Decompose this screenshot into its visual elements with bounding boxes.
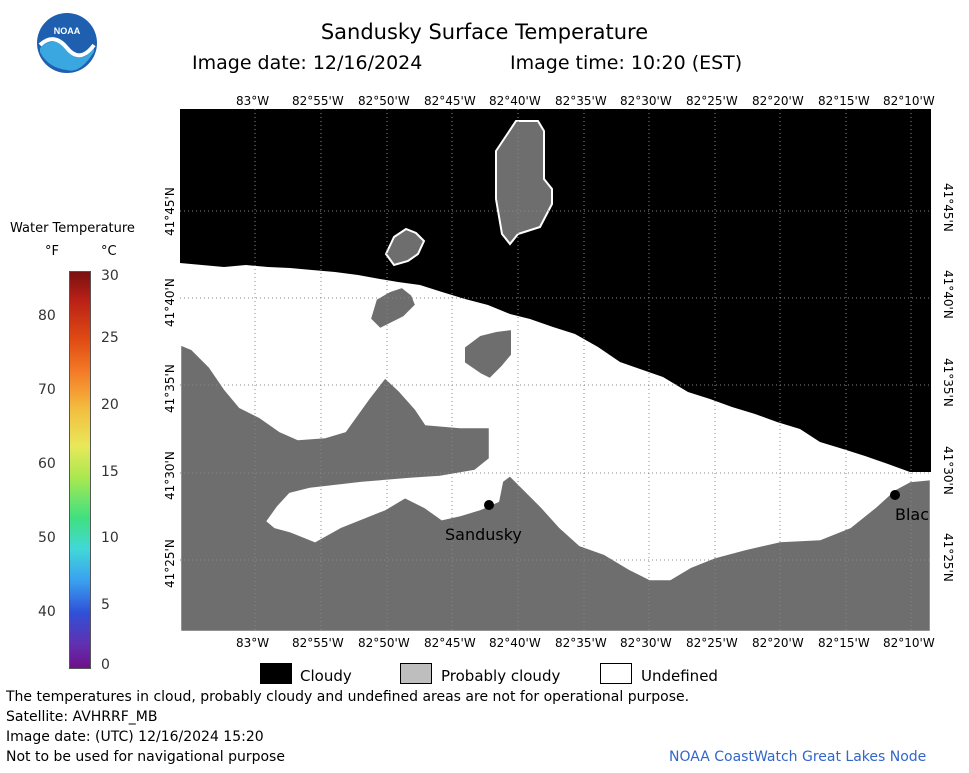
c-tick: 15 bbox=[101, 464, 119, 480]
probably-cloudy-patch bbox=[495, 120, 553, 246]
c-tick: 30 bbox=[101, 268, 119, 284]
lon-label-bottom: 82°30'W bbox=[620, 636, 672, 650]
lon-label-bottom: 82°15'W bbox=[818, 636, 870, 650]
lon-label-bottom: 82°20'W bbox=[752, 636, 804, 650]
map-panel[interactable]: Sandusky Blac bbox=[180, 109, 931, 632]
cloudy-label: Cloudy bbox=[300, 667, 352, 685]
lat-label-left: 41°25'N bbox=[163, 539, 177, 588]
image-date: Image date: 12/16/2024 bbox=[192, 52, 423, 74]
navigation-warning: Not to be used for navigational purpose bbox=[6, 749, 285, 765]
image-time: Image time: 10:20 (EST) bbox=[510, 52, 743, 74]
lon-label-top: 82°40'W bbox=[489, 94, 541, 108]
lon-label-bottom: 82°25'W bbox=[686, 636, 738, 650]
lon-label-bottom: 82°10'W bbox=[883, 636, 935, 650]
sandusky-marker bbox=[484, 500, 494, 510]
lon-label-bottom: 82°40'W bbox=[489, 636, 541, 650]
logo-text: NOAA bbox=[54, 26, 81, 36]
probably-cloudy-label: Probably cloudy bbox=[441, 667, 561, 685]
lon-label-bottom: 82°35'W bbox=[555, 636, 607, 650]
lon-label-top: 82°15'W bbox=[818, 94, 870, 108]
f-tick: 70 bbox=[38, 382, 56, 398]
lat-label-left: 41°40'N bbox=[163, 278, 177, 327]
f-tick: 60 bbox=[38, 456, 56, 472]
lat-label-right: 41°45'N bbox=[941, 183, 955, 232]
lat-label-right: 41°40'N bbox=[941, 270, 955, 319]
unit-fahrenheit: °F bbox=[45, 244, 59, 259]
lat-label-left: 41°45'N bbox=[163, 187, 177, 236]
sandusky-label: Sandusky bbox=[445, 525, 522, 544]
lon-label-top: 82°10'W bbox=[883, 94, 935, 108]
lon-label-top: 83°W bbox=[236, 94, 270, 108]
lon-label-top: 82°30'W bbox=[620, 94, 672, 108]
cloud-cover bbox=[180, 109, 931, 472]
lon-label-top: 82°25'W bbox=[686, 94, 738, 108]
undefined-label: Undefined bbox=[641, 667, 718, 685]
lon-label-bottom: 83°W bbox=[236, 636, 270, 650]
lat-label-right: 41°25'N bbox=[941, 533, 955, 582]
lat-label-right: 41°35'N bbox=[941, 358, 955, 407]
f-tick: 40 bbox=[38, 604, 56, 620]
f-tick: 50 bbox=[38, 530, 56, 546]
satellite-info: Satellite: AVHRRF_MB bbox=[6, 709, 158, 725]
c-tick: 25 bbox=[101, 330, 119, 346]
blac-label: Blac bbox=[895, 505, 930, 524]
c-tick: 20 bbox=[101, 397, 119, 413]
blac-marker bbox=[890, 490, 900, 500]
land-area bbox=[180, 342, 931, 632]
temperature-scale-bar bbox=[69, 271, 91, 669]
probably-cloudy-patch bbox=[463, 327, 513, 381]
lon-label-top: 82°55'W bbox=[292, 94, 344, 108]
lat-label-left: 41°35'N bbox=[163, 364, 177, 413]
probably-cloudy-patch bbox=[384, 227, 426, 267]
probably-cloudy-swatch bbox=[400, 663, 432, 684]
lat-label-right: 41°30'N bbox=[941, 446, 955, 495]
utc-image-date: Image date: (UTC) 12/16/2024 15:20 bbox=[6, 729, 264, 745]
c-tick: 10 bbox=[101, 530, 119, 546]
lat-label-left: 41°30'N bbox=[163, 451, 177, 500]
undefined-swatch bbox=[600, 663, 632, 684]
lon-label-bottom: 82°55'W bbox=[292, 636, 344, 650]
noaa-logo: NOAA bbox=[36, 12, 98, 74]
cloudy-swatch bbox=[260, 663, 292, 684]
f-tick: 80 bbox=[38, 308, 56, 324]
credit-link[interactable]: NOAA CoastWatch Great Lakes Node bbox=[669, 749, 927, 765]
lon-label-bottom: 82°45'W bbox=[424, 636, 476, 650]
lon-label-bottom: 82°50'W bbox=[358, 636, 410, 650]
lon-label-top: 82°50'W bbox=[358, 94, 410, 108]
page-title: Sandusky Surface Temperature bbox=[320, 20, 649, 44]
lon-label-top: 82°45'W bbox=[424, 94, 476, 108]
c-tick: 5 bbox=[101, 597, 110, 613]
disclaimer: The temperatures in cloud, probably clou… bbox=[6, 689, 690, 705]
lon-label-top: 82°35'W bbox=[555, 94, 607, 108]
unit-celsius: °C bbox=[101, 244, 117, 259]
lon-label-top: 82°20'W bbox=[752, 94, 804, 108]
legend-title: Water Temperature bbox=[10, 221, 135, 236]
c-tick: 0 bbox=[101, 657, 110, 673]
